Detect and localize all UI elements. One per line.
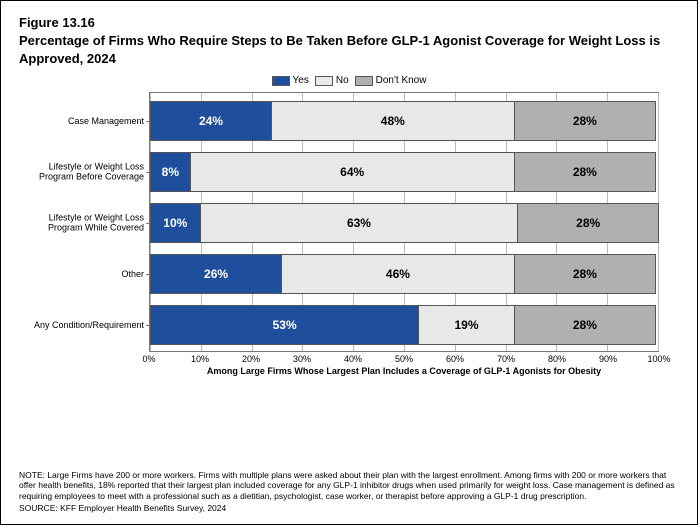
category-label: Lifestyle or Weight Loss Program While C… [22, 213, 150, 234]
x-tick-label: 40% [344, 354, 362, 364]
category-label: Lifestyle or Weight Loss Program Before … [22, 162, 150, 183]
bar-row: Lifestyle or Weight Loss Program While C… [150, 203, 658, 243]
note-text: NOTE: Large Firms have 200 or more worke… [19, 470, 679, 502]
bar-segment-yes: 10% [150, 203, 201, 243]
bar-row: Any Condition/Requirement53%19%28% [150, 305, 658, 345]
bar-segment-dk: 28% [514, 101, 656, 141]
legend: Yes No Don't Know [19, 75, 679, 86]
bar-segment-yes: 26% [150, 254, 282, 294]
bar-segment-no: 19% [418, 305, 515, 345]
x-tick-label: 60% [446, 354, 464, 364]
category-label: Other [22, 269, 150, 279]
bar-segment-no: 64% [190, 152, 515, 192]
x-tick-label: 20% [242, 354, 260, 364]
category-label: Case Management [22, 116, 150, 126]
bar-row: Case Management24%48%28% [150, 101, 658, 141]
figure-title: Percentage of Firms Who Require Steps to… [19, 32, 679, 67]
legend-item-yes: Yes [272, 75, 309, 86]
legend-label-no: No [336, 75, 349, 86]
x-tick-label: 90% [599, 354, 617, 364]
x-tick-label: 70% [497, 354, 515, 364]
legend-label-dk: Don't Know [376, 75, 427, 86]
bar-segment-yes: 24% [150, 101, 272, 141]
x-tick-label: 0% [142, 354, 155, 364]
legend-item-dk: Don't Know [355, 75, 427, 86]
category-label: Any Condition/Requirement [22, 320, 150, 330]
bar-row: Lifestyle or Weight Loss Program Before … [150, 152, 658, 192]
legend-item-no: No [315, 75, 349, 86]
legend-swatch-yes [272, 76, 290, 86]
bar-segment-dk: 28% [517, 203, 659, 243]
bar-segment-yes: 8% [150, 152, 191, 192]
bar-segment-dk: 28% [514, 152, 656, 192]
footnotes: NOTE: Large Firms have 200 or more worke… [19, 470, 679, 515]
x-tick-label: 50% [395, 354, 413, 364]
x-tick-label: 30% [293, 354, 311, 364]
x-tick-label: 80% [548, 354, 566, 364]
legend-label-yes: Yes [293, 75, 309, 86]
x-tick-label: 10% [191, 354, 209, 364]
figure-container: Figure 13.16 Percentage of Firms Who Req… [0, 0, 698, 525]
figure-number: Figure 13.16 [19, 15, 679, 30]
bar-segment-yes: 53% [150, 305, 419, 345]
bar-row: Other26%46%28% [150, 254, 658, 294]
x-axis-title: Among Large Firms Whose Largest Plan Inc… [149, 366, 659, 376]
legend-swatch-no [315, 76, 333, 86]
bar-segment-dk: 28% [514, 305, 656, 345]
x-tick-label: 100% [647, 354, 670, 364]
bar-segment-dk: 28% [514, 254, 656, 294]
legend-swatch-dk [355, 76, 373, 86]
bar-segment-no: 46% [281, 254, 515, 294]
bar-segment-no: 63% [200, 203, 519, 243]
x-axis-ticks: 0%10%20%30%40%50%60%70%80%90%100% [149, 352, 659, 366]
source-text: SOURCE: KFF Employer Health Benefits Sur… [19, 503, 679, 514]
chart-area: Case Management24%48%28% Lifestyle or Wei… [149, 92, 659, 352]
bar-segment-no: 48% [271, 101, 515, 141]
